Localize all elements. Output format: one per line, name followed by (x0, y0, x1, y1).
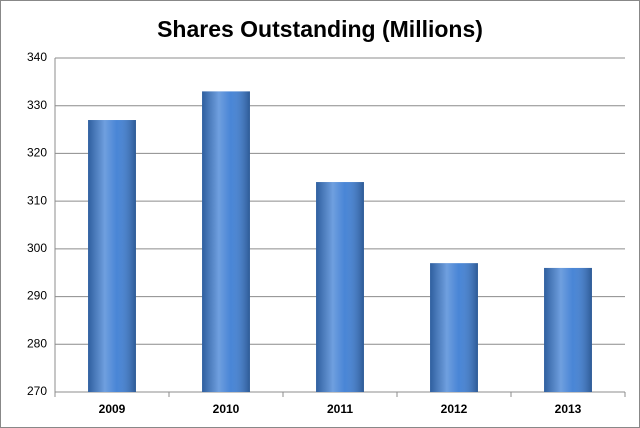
y-tick-label: 270 (27, 384, 47, 398)
bar (544, 267, 592, 392)
bar (88, 120, 136, 393)
x-tick-label: 2012 (441, 402, 468, 416)
y-tick-label: 330 (27, 98, 47, 112)
x-tick-label: 2010 (213, 402, 240, 416)
x-tick-label: 2013 (555, 402, 582, 416)
chart-title: Shares Outstanding (Millions) (157, 16, 483, 42)
y-tick-label: 320 (27, 146, 47, 160)
y-tick-label: 300 (27, 241, 47, 255)
bar (430, 263, 478, 392)
y-tick-label: 280 (27, 336, 47, 350)
bar (202, 91, 250, 393)
y-tick-label: 340 (27, 50, 47, 64)
x-tick-label: 2009 (99, 402, 126, 416)
y-tick-label: 290 (27, 289, 47, 303)
y-tick-label: 310 (27, 193, 47, 207)
x-tick-label: 2011 (327, 402, 353, 416)
bar (316, 182, 364, 392)
